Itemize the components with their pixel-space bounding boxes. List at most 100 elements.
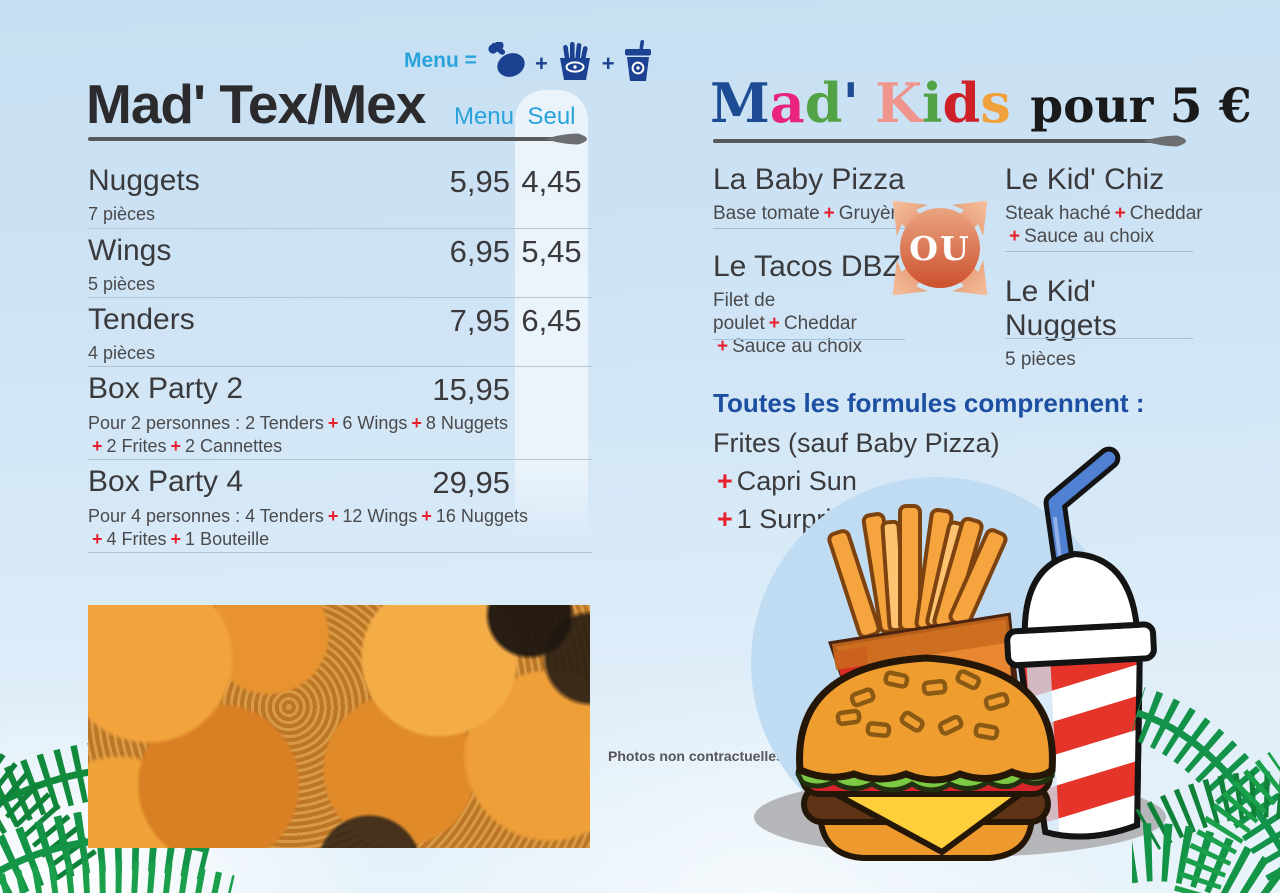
plus-sign: +: [170, 436, 182, 456]
desc-text: 2 Cannettes: [185, 436, 283, 456]
desc-text: Cheddar: [1129, 203, 1203, 224]
column-header-seul: Seul: [527, 103, 576, 130]
row-divider: [88, 297, 592, 298]
or-label: OU: [909, 229, 971, 268]
item-desc: 5 pièces: [88, 274, 592, 295]
underline-tip-icon: [544, 133, 587, 145]
item-name: Wings: [88, 234, 172, 267]
kids-title-letter: a: [769, 71, 805, 135]
desc-text: Sauce au choix: [732, 336, 863, 357]
price-menu: 29,95: [432, 465, 510, 500]
kids-title-letter: d: [804, 71, 843, 135]
desc-text: Gruyère: [838, 203, 908, 224]
desc-text: Cheddar: [783, 313, 857, 334]
title-underline: [88, 133, 587, 145]
desc-text: 5 pièces: [88, 274, 156, 294]
kids-title-letter: ': [842, 71, 860, 135]
desc-text: 8 Nuggets: [425, 413, 508, 433]
item-desc: 7 pièces: [88, 204, 592, 225]
plus-sign: +: [1114, 203, 1126, 224]
menu-item-box-party-4: Box Party 4 Pour 4 personnes : 4 Tenders…: [88, 465, 592, 550]
item-desc: 4 pièces: [88, 343, 592, 364]
plus-sign: +: [534, 51, 548, 76]
row-divider: [88, 366, 592, 367]
plus-sign: +: [92, 529, 103, 549]
plus-sign: +: [717, 504, 733, 534]
seul-column-strip: [515, 90, 588, 540]
kids-item-baby-pizza: La Baby Pizza Base tomate + Gruyère: [713, 163, 923, 225]
item-desc: Pour 2 personnes : 2 Tenders +6 Wings +8 N…: [88, 413, 592, 434]
item-desc: +2 Frites +2 Cannettes: [88, 436, 592, 457]
item-name: Le Kid' Nuggets: [1005, 275, 1117, 342]
menu-item-wings: Wings 5 pièces 6,95 5,45: [88, 234, 592, 295]
or-badge: OU: [877, 185, 1003, 311]
formule-line: Frites (sauf Baby Pizza): [713, 428, 1000, 459]
menu-equals-label: Menu =: [404, 49, 477, 72]
page-title: Mad' Tex/Mex: [86, 73, 426, 135]
price-seul: 6,45: [521, 303, 582, 338]
desc-text: 2 Frites: [106, 436, 167, 456]
kids-divider: [713, 228, 905, 229]
menu-item-box-party-2: Box Party 2 Pour 2 personnes : 2 Tenders…: [88, 372, 592, 457]
desc-text: Base tomate: [713, 203, 820, 224]
row-divider: [88, 228, 592, 229]
fries-illustration: [827, 504, 1008, 639]
kids-title-suffix: pour 5 €: [1030, 79, 1252, 134]
plus-sign: +: [717, 336, 729, 357]
plus-sign: +: [170, 529, 182, 549]
kids-divider: [1005, 251, 1193, 252]
desc-text: Sauce au choix: [1024, 226, 1155, 247]
plus-sign: +: [823, 203, 835, 224]
desc-text: Pour 2 personnes : 2 Tenders: [88, 413, 324, 433]
drumstick-icon: [488, 42, 525, 77]
item-name: Box Party 4: [88, 465, 244, 498]
plus-sign: +: [327, 413, 339, 433]
desc-text: 5 pièces: [1005, 349, 1076, 370]
desc-text: 16 Nuggets: [435, 506, 528, 526]
price-menu: 5,95: [449, 164, 510, 199]
column-header-menu: Menu: [453, 103, 515, 130]
item-name: La Baby Pizza: [713, 163, 905, 196]
plus-sign: +: [421, 506, 432, 526]
desc-text: Filet de poulet: [713, 290, 776, 334]
kids-title-letter: s: [980, 71, 1011, 135]
desc-text: Capri Sun: [736, 466, 857, 496]
desc-text: 1 Bouteille: [185, 529, 270, 549]
desc-text: 4 Frites: [106, 529, 167, 549]
menu-item-nuggets: Nuggets 7 pièces 5,95 4,45: [88, 164, 592, 225]
kids-title: Mad' Kids pour 5 €: [710, 74, 1252, 134]
item-name: Tenders: [88, 303, 195, 336]
plus-sign: +: [327, 506, 339, 526]
plus-sign: +: [92, 436, 103, 456]
item-name: Box Party 2: [88, 372, 244, 405]
item-name: Nuggets: [88, 164, 200, 197]
kids-divider: [713, 339, 905, 340]
row-divider: [88, 552, 592, 553]
kids-divider: [1005, 338, 1193, 339]
kids-meal-illustration: [751, 446, 1166, 861]
kids-title-letter: d: [942, 71, 981, 135]
fried-chicken-photo: [88, 605, 590, 848]
kids-title-letter: M: [710, 71, 770, 135]
row-divider: [88, 459, 592, 460]
kids-title-letter: K: [875, 71, 923, 135]
desc-text: 7 pièces: [88, 204, 156, 224]
price-seul: 4,45: [521, 164, 582, 199]
palm-leaves-right: [1132, 687, 1280, 893]
menu-formula: Menu = + +: [404, 40, 654, 82]
formule-line: + Capri Sun: [713, 466, 857, 497]
price-menu: 6,95: [449, 234, 510, 269]
kids-item-kid-nuggets: Le Kid' Nuggets 5 pièces: [1005, 275, 1215, 371]
item-desc: Steak haché + Cheddar: [1005, 202, 1215, 225]
desc-text: Steak haché: [1005, 203, 1111, 224]
underline-tip-icon: [1143, 135, 1186, 147]
kids-item-tacos-dbz: Le Tacos DBZ Filet de poulet + Cheddar + Sa…: [713, 250, 923, 358]
menu-item-tenders: Tenders 4 pièces 7,95 6,45: [88, 303, 592, 364]
drink-icon: [624, 40, 651, 81]
item-desc: Filet de poulet + Cheddar: [713, 289, 923, 335]
item-desc: 5 pièces: [1005, 348, 1215, 371]
desc-text: Frites (sauf Baby Pizza): [713, 428, 1000, 458]
kids-title-letters: Mad' Kids: [710, 74, 1011, 132]
desc-text: 6 Wings: [342, 413, 408, 433]
